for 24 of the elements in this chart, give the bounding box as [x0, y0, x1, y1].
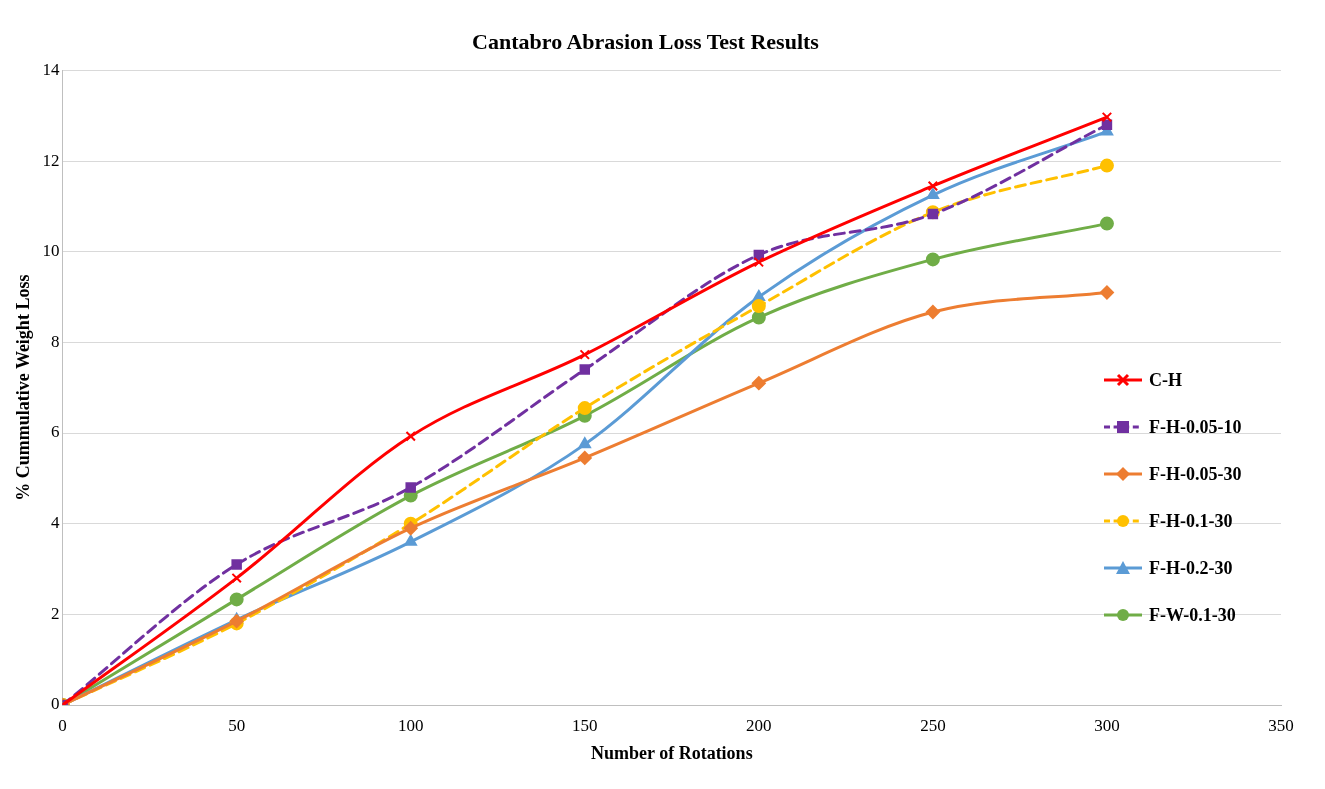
- x-tick-label: 300: [1094, 715, 1120, 735]
- chart-title: Cantabro Abrasion Loss Test Results: [472, 28, 820, 54]
- y-axis-title: % Cummulative Weight Loss: [13, 274, 34, 501]
- y-tick-label: 6: [51, 422, 60, 442]
- x-tick-label: 50: [228, 715, 246, 735]
- x-tick-label: 200: [746, 715, 772, 735]
- x-axis-title: Number of Rotations: [590, 742, 753, 763]
- legend-label: F-W-0.1-30: [1149, 604, 1236, 626]
- legend-label: F-H-0.2-30: [1149, 557, 1233, 579]
- x-tick-label: 350: [1268, 715, 1294, 735]
- y-tick-label: 12: [42, 150, 60, 170]
- legend-label: F-H-0.05-10: [1149, 416, 1242, 438]
- x-tick-label: 250: [920, 715, 946, 735]
- legend-label: F-H-0.1-30: [1149, 510, 1233, 532]
- y-tick-label: 4: [51, 513, 61, 533]
- legend-label: C-H: [1149, 369, 1182, 391]
- y-tick-label: 2: [51, 603, 60, 623]
- legend-label: F-H-0.05-30: [1149, 463, 1242, 485]
- y-tick-label: 14: [42, 59, 61, 79]
- x-tick-label: 150: [572, 715, 598, 735]
- x-tick-label: 100: [397, 715, 424, 735]
- y-tick-label: 8: [51, 331, 60, 351]
- y-tick-label: 0: [51, 694, 60, 714]
- y-tick-label: 10: [42, 241, 60, 261]
